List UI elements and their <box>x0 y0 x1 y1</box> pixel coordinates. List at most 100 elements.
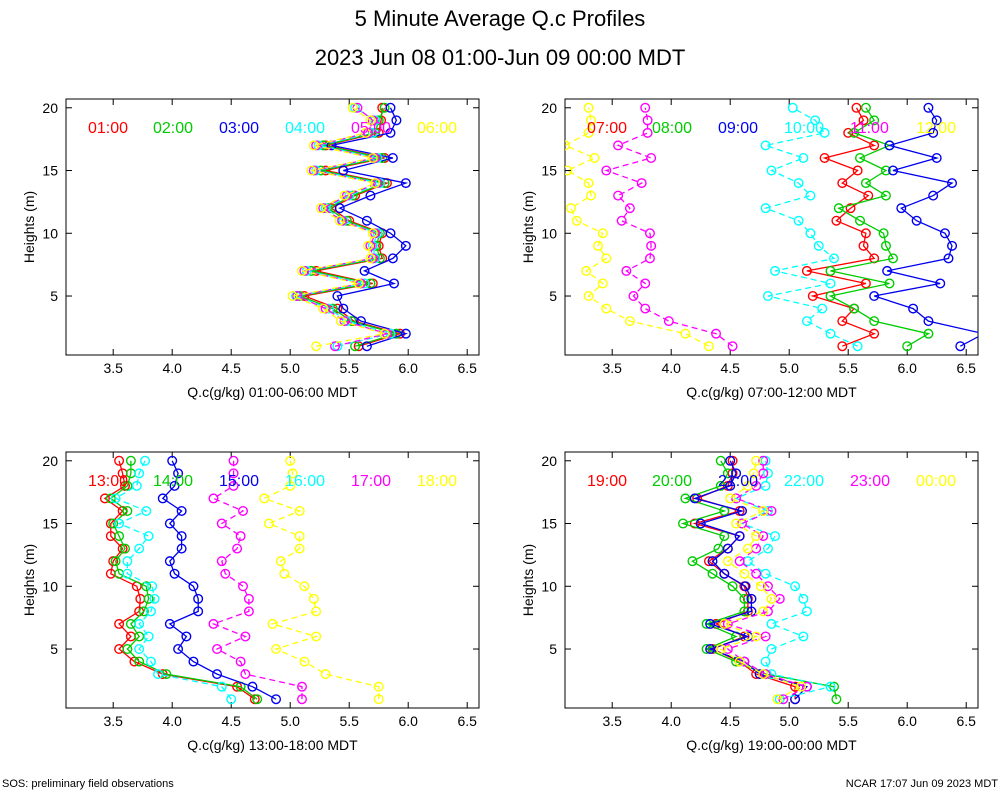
data-point <box>880 165 891 176</box>
data-point <box>208 618 219 629</box>
data-point <box>766 593 777 604</box>
data-point <box>849 303 860 314</box>
data-point <box>751 568 762 579</box>
data-point <box>760 140 771 151</box>
data-point <box>247 681 258 692</box>
data-point <box>318 303 329 314</box>
data-point <box>114 518 125 529</box>
data-point <box>722 618 733 629</box>
data-point <box>385 102 396 113</box>
data-point <box>860 228 871 239</box>
data-point <box>294 505 305 516</box>
data-point <box>279 568 290 579</box>
x-tick-label: 6.5 <box>956 360 976 376</box>
data-point <box>108 518 119 529</box>
data-point <box>860 178 871 189</box>
data-point <box>624 316 635 327</box>
data-point <box>585 115 596 126</box>
data-point <box>346 316 357 327</box>
figure-title: 5 Minute Average Q.c Profiles <box>355 6 646 31</box>
data-point <box>727 581 738 592</box>
data-point <box>297 681 308 692</box>
data-point <box>751 631 762 642</box>
legend-entry: 00:00 <box>916 473 956 490</box>
data-point <box>860 102 871 113</box>
series-line <box>873 107 978 347</box>
series-line <box>763 107 858 347</box>
data-point <box>294 531 305 542</box>
data-point <box>801 265 812 276</box>
series-line <box>725 460 809 700</box>
data-point <box>793 215 804 226</box>
data-point <box>330 341 341 352</box>
data-point <box>678 518 689 529</box>
data-point <box>299 581 310 592</box>
data-point <box>695 518 706 529</box>
data-point <box>880 190 891 201</box>
data-point <box>385 228 396 239</box>
data-point <box>110 493 121 504</box>
chart-panel-3: 3.5 4.0 4.5 5.0 5.5 6.0 6.5 5 10 15 20 Q.c(g/kg) 13… <box>21 451 480 753</box>
legend-entry: 12:00 <box>916 120 956 137</box>
x-tick-label: 5.5 <box>339 713 359 729</box>
legend-entry: 22:00 <box>784 473 824 490</box>
series-0000 <box>715 455 807 705</box>
data-point <box>884 278 895 289</box>
y-tick-label: 5 <box>549 288 557 304</box>
data-point <box>389 278 400 289</box>
data-point <box>888 165 899 176</box>
data-point <box>731 493 742 504</box>
data-point <box>147 581 158 592</box>
data-point <box>169 568 180 579</box>
data-point <box>141 581 152 592</box>
series-line <box>331 107 409 347</box>
data-point <box>243 606 254 617</box>
data-point <box>923 328 934 339</box>
x-tick-label: 3.5 <box>103 360 123 376</box>
series-line <box>604 107 733 347</box>
data-point <box>373 694 384 705</box>
data-point <box>858 240 869 251</box>
data-point <box>114 455 125 466</box>
data-point <box>320 669 331 680</box>
data-point <box>338 303 349 314</box>
y-axis-label: Heights (m) <box>21 191 37 263</box>
plot-area <box>287 102 411 352</box>
data-point <box>400 178 411 189</box>
data-point <box>746 606 757 617</box>
x-tick-label: 6.0 <box>897 713 917 729</box>
data-point <box>734 531 745 542</box>
data-point <box>869 328 880 339</box>
data-point <box>762 606 773 617</box>
x-tick-label: 6.5 <box>457 713 477 729</box>
data-point <box>663 316 674 327</box>
data-point <box>143 531 154 542</box>
data-point <box>122 568 133 579</box>
data-point <box>267 618 278 629</box>
data-point <box>896 203 907 214</box>
data-point <box>790 681 801 692</box>
data-point <box>762 468 773 479</box>
data-point <box>360 127 371 138</box>
panels: 3.5 4.0 4.5 5.0 5.5 6.0 6.5 5 10 15 20 Q.c(g/kg) 01… <box>21 98 979 753</box>
data-point <box>143 593 154 604</box>
data-point <box>687 556 698 567</box>
data-point <box>164 518 175 529</box>
data-point <box>760 656 771 667</box>
data-point <box>188 581 199 592</box>
data-point <box>801 606 812 617</box>
legend-entry: 02:00 <box>153 120 193 137</box>
data-point <box>367 152 378 163</box>
data-point <box>813 240 824 251</box>
data-point <box>601 165 612 176</box>
data-point <box>228 468 239 479</box>
legend-entry: 06:00 <box>417 120 457 137</box>
data-point <box>798 152 809 163</box>
y-tick-label: 10 <box>541 578 557 594</box>
legend-entry: 04:00 <box>285 120 325 137</box>
data-point <box>226 694 237 705</box>
x-axis-label: Q.c(g/kg) 19:00-00:00 MDT <box>686 737 857 753</box>
data-point <box>332 291 343 302</box>
data-point <box>646 152 657 163</box>
data-point <box>843 127 854 138</box>
